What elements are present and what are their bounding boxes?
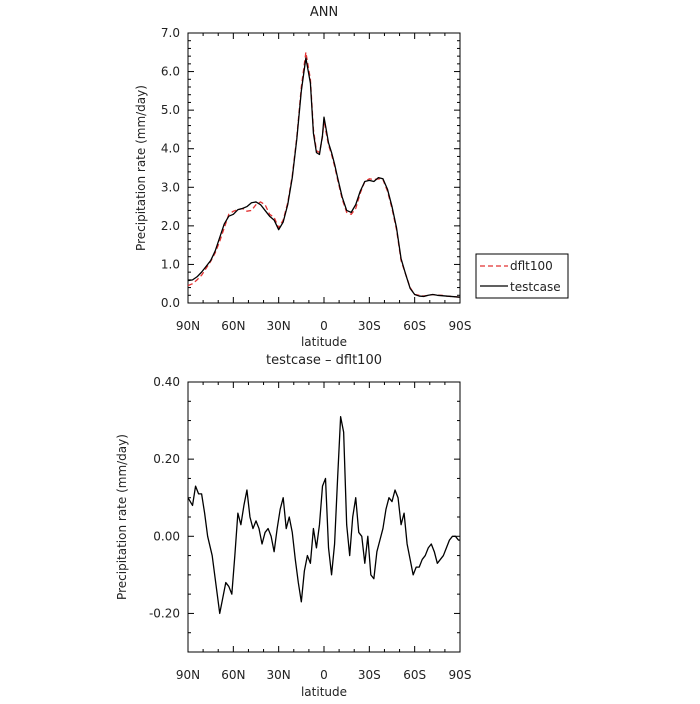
legend-label-testcase: testcase [510, 280, 561, 294]
legend-label-dflt100: dflt100 [510, 259, 553, 273]
y-tick-label: 7.0 [161, 26, 180, 40]
x-axis-label: latitude [301, 335, 347, 349]
plot-frame [187, 32, 461, 304]
ticks: 90N 60N 30N 0 30S 60S 90S -0.20 0.00 0.20 0.40 [149, 375, 472, 682]
x-tick-label: 60N [221, 319, 245, 333]
y-tick-label: 4.0 [161, 142, 180, 156]
y-tick-label: 0.00 [153, 529, 180, 543]
y-tick-label: 1.0 [161, 257, 180, 271]
panel-difference: testcase – dflt100 latitude Precipitatio… [115, 353, 471, 699]
legend: dflt100 testcase [475, 253, 569, 299]
x-tick-label: 30N [267, 668, 291, 682]
y-tick-label: -0.20 [149, 606, 180, 620]
y-axis-label: Precipitation rate (mm/day) [134, 85, 148, 251]
series-line-testcase [187, 57, 461, 298]
x-tick-label: 0 [320, 668, 328, 682]
x-tick-label: 0 [320, 319, 328, 333]
x-tick-label: 30S [358, 319, 381, 333]
ticks: 90N 60N 30N 0 30S 60S 90S 0.0 1.0 2.0 3.0 4.0 5.0 6.0… [161, 26, 472, 333]
chart-title: ANN [310, 5, 338, 20]
chart-title: testcase – dflt100 [266, 353, 382, 368]
y-tick-label: 0.0 [161, 296, 180, 310]
x-tick-label: 60S [403, 668, 426, 682]
y-tick-label: 0.20 [153, 452, 180, 466]
y-tick-label: 5.0 [161, 103, 180, 117]
series-line-difference [187, 416, 460, 615]
y-tick-label: 2.0 [161, 219, 180, 233]
plot-frame [187, 381, 461, 653]
series-line-dflt100 [187, 51, 461, 298]
y-tick-label: 0.40 [153, 375, 180, 389]
x-tick-label: 90N [176, 319, 200, 333]
x-tick-label: 30S [358, 668, 381, 682]
x-tick-label: 90S [449, 668, 472, 682]
x-tick-label: 90N [176, 668, 200, 682]
x-tick-label: 30N [267, 319, 291, 333]
y-axis-label: Precipitation rate (mm/day) [115, 434, 129, 600]
y-tick-label: 6.0 [161, 65, 180, 79]
legend-box [475, 253, 569, 299]
panel-ann: ANN latitude Precipitation rate (mm/day)… [134, 5, 569, 349]
x-tick-label: 90S [449, 319, 472, 333]
x-axis-label: latitude [301, 685, 347, 699]
x-tick-label: 60N [221, 668, 245, 682]
x-tick-label: 60S [403, 319, 426, 333]
y-tick-label: 3.0 [161, 180, 180, 194]
series-group [187, 416, 460, 615]
series-group [187, 51, 461, 298]
